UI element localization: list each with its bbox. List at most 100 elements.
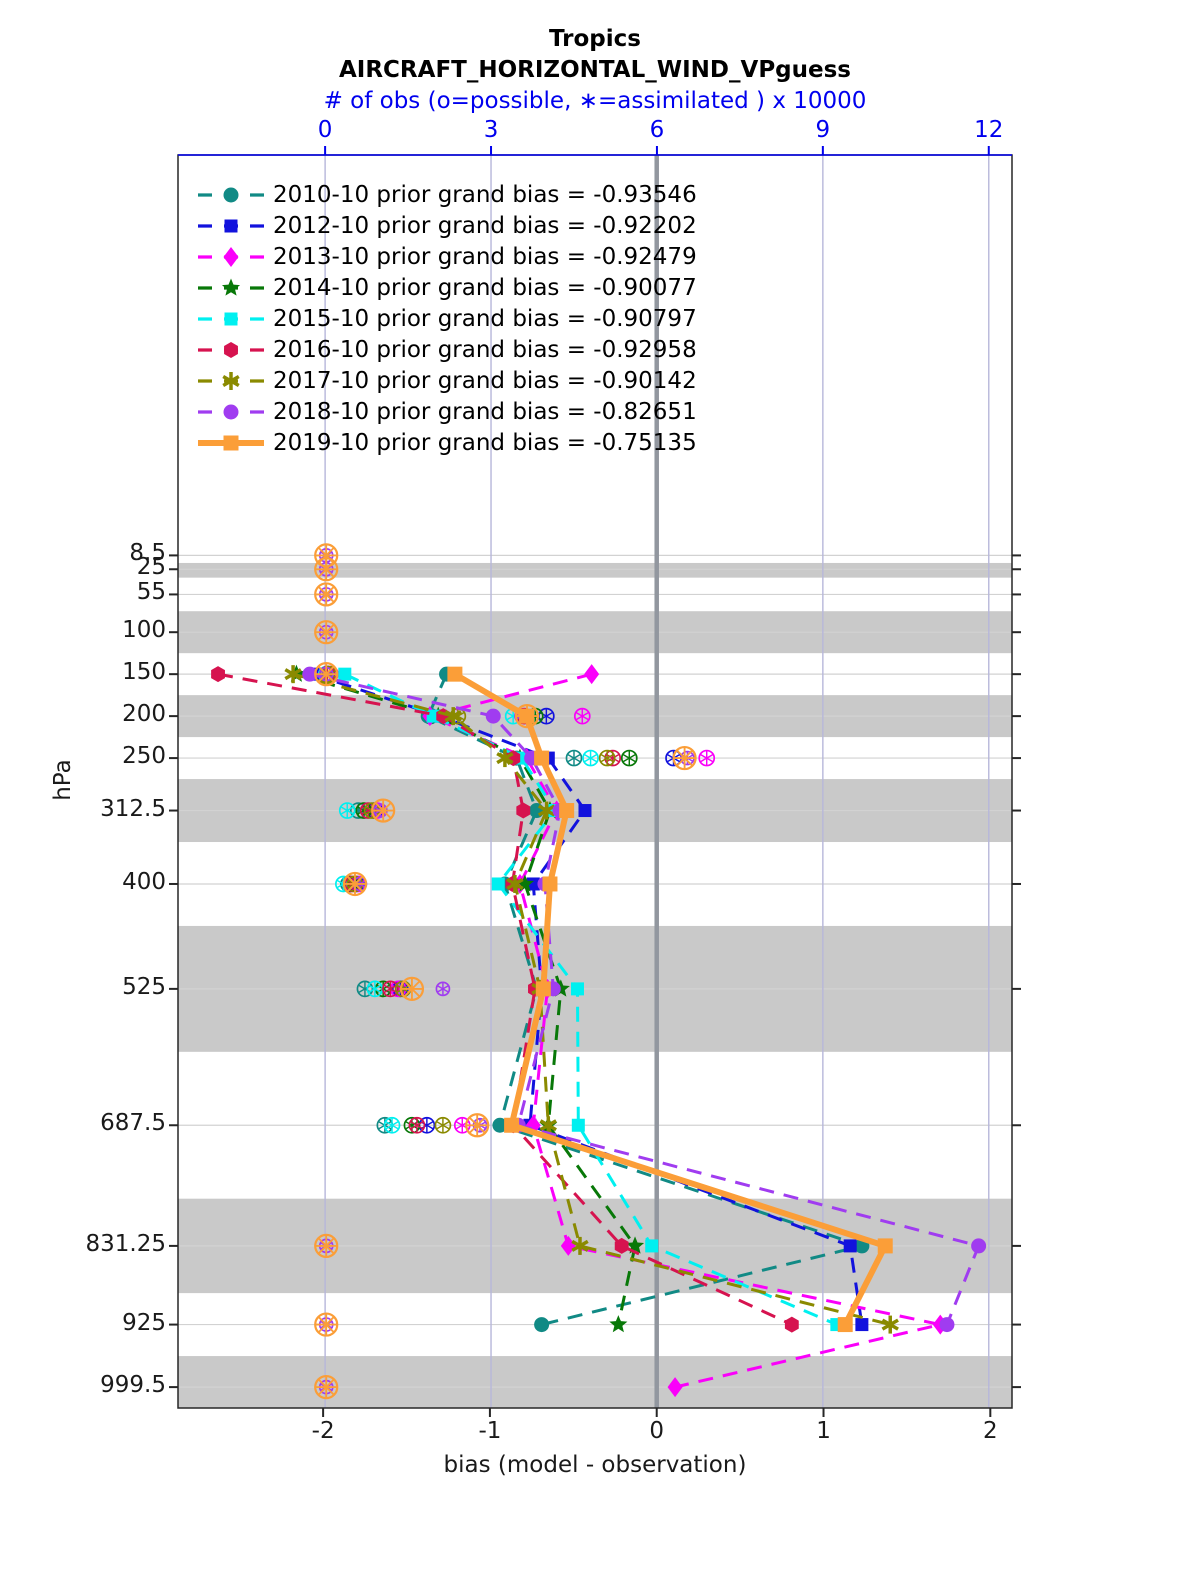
top-tick-label: 9 [815, 117, 831, 143]
data-marker-star [625, 1236, 645, 1254]
data-marker-star [221, 278, 241, 296]
legend-item-2018-10: 2018-10 prior grand bias = -0.82651 [197, 396, 697, 427]
obs-marker [314, 1233, 339, 1258]
x-axis-label: bias (model - observation) [443, 1452, 747, 1478]
left-tick-label: 687.5 [100, 1110, 166, 1137]
top-tick-label: 6 [649, 117, 665, 143]
data-marker-circle [302, 666, 318, 682]
data-marker-hexagon [614, 1237, 629, 1254]
data-marker-square [570, 982, 584, 996]
data-marker-asterisk [444, 707, 462, 726]
data-marker-asterisk [496, 749, 514, 768]
bottom-tick-label: 0 [649, 1418, 665, 1444]
legend-label: 2014-10 prior grand bias = -0.90077 [273, 274, 697, 301]
legend-sample [198, 312, 264, 325]
left-tick-label: 999.5 [100, 1372, 166, 1399]
data-marker-square [338, 667, 352, 681]
data-marker-hexagon [516, 802, 531, 819]
obs-marker [435, 981, 451, 997]
shaded-band [178, 1356, 1012, 1408]
data-marker-square [224, 312, 238, 325]
legend-label: 2015-10 prior grand bias = -0.90797 [273, 305, 697, 332]
legend-item-2019-10: 2019-10 prior grand bias = -0.75135 [197, 427, 697, 458]
data-marker-circle [534, 1317, 550, 1333]
data-marker-square [645, 1239, 659, 1253]
obs-marker [399, 976, 425, 1001]
data-marker-square [837, 1317, 853, 1333]
top-tick-label: 12 [974, 117, 1004, 143]
legend-label: 2017-10 prior grand bias = -0.90142 [273, 367, 697, 394]
data-marker-asterisk [284, 665, 302, 684]
legend-sample [198, 246, 264, 267]
obs-marker [342, 871, 368, 897]
obs-marker [314, 662, 339, 687]
data-marker-circle [485, 708, 501, 724]
left-tick-label: 200 [122, 701, 166, 728]
left-tick-label: 100 [122, 617, 166, 644]
obs-marker [565, 749, 583, 767]
data-marker-square [224, 219, 238, 232]
data-marker-asterisk [881, 1315, 899, 1334]
data-marker-star [551, 979, 570, 997]
data-marker-diamond [667, 1377, 683, 1398]
chart-title: Tropics [549, 26, 641, 52]
data-marker-square [571, 1118, 585, 1132]
data-marker-diamond [560, 1235, 576, 1256]
data-marker-circle [939, 1317, 955, 1333]
left-tick-label: 25 [136, 554, 166, 581]
chart-subtitle: AIRCRAFT_HORIZONTAL_WIND_VPguess [338, 57, 851, 83]
legend-sample [198, 219, 264, 232]
data-marker-square [447, 666, 463, 682]
left-tick-label: 525 [122, 973, 166, 1000]
legend-label: 2018-10 prior grand bias = -0.82651 [273, 398, 697, 425]
data-marker-square [877, 1238, 893, 1254]
obs-marker [573, 707, 591, 725]
legend-item-2014-10: 2014-10 prior grand bias = -0.90077 [197, 272, 697, 303]
legend-label: 2013-10 prior grand bias = -0.92479 [273, 243, 697, 270]
left-tick-label: 150 [122, 659, 166, 686]
obs-marker [314, 1375, 339, 1400]
data-marker-square [526, 877, 540, 891]
data-marker-hexagon [224, 341, 238, 358]
data-marker-square [542, 876, 558, 892]
obs-marker [598, 749, 616, 767]
data-marker-square [504, 1117, 520, 1133]
legend-label: 2012-10 prior grand bias = -0.92202 [273, 212, 697, 239]
data-marker-square [491, 877, 505, 891]
left-tick-label: 400 [122, 868, 166, 895]
data-marker-asterisk [506, 874, 524, 893]
legend-sample [198, 187, 264, 202]
data-marker-square [855, 1318, 869, 1332]
left-tick-label: 925 [122, 1309, 166, 1336]
obs-marker [314, 1312, 339, 1337]
obs-marker [620, 749, 638, 767]
data-marker-circle [492, 1117, 508, 1133]
obs-marker [314, 557, 339, 582]
bottom-tick-label: -2 [311, 1418, 335, 1444]
legend-label: 2010-10 prior grand bias = -0.93546 [273, 181, 697, 208]
data-marker-square [535, 981, 551, 997]
legend-sample [198, 435, 264, 450]
legend-item-2016-10: 2016-10 prior grand bias = -0.92958 [197, 334, 697, 365]
data-marker-circle [971, 1238, 987, 1254]
top-tick-label: 3 [483, 117, 499, 143]
legend-item-2013-10: 2013-10 prior grand bias = -0.92479 [197, 241, 697, 272]
legend-item-2012-10: 2012-10 prior grand bias = -0.92202 [197, 210, 697, 241]
left-tick-label: 312.5 [100, 795, 166, 822]
obs-marker [314, 620, 339, 645]
data-marker-asterisk [222, 371, 240, 390]
data-marker-asterisk [571, 1236, 589, 1255]
data-marker-square [534, 750, 550, 766]
legend: 2010-10 prior grand bias = -0.93546 2012-… [197, 179, 697, 458]
bottom-tick-label: 1 [816, 1418, 831, 1444]
legend-item-2017-10: 2017-10 prior grand bias = -0.90142 [197, 365, 697, 396]
legend-sample [198, 341, 264, 358]
obs-marker [698, 749, 716, 767]
obs-marker [465, 1113, 490, 1138]
data-marker-circle [529, 803, 545, 819]
legend-sample [198, 278, 264, 296]
data-marker-square [559, 803, 575, 819]
data-marker-square [223, 435, 239, 450]
obs-marker [672, 745, 697, 771]
